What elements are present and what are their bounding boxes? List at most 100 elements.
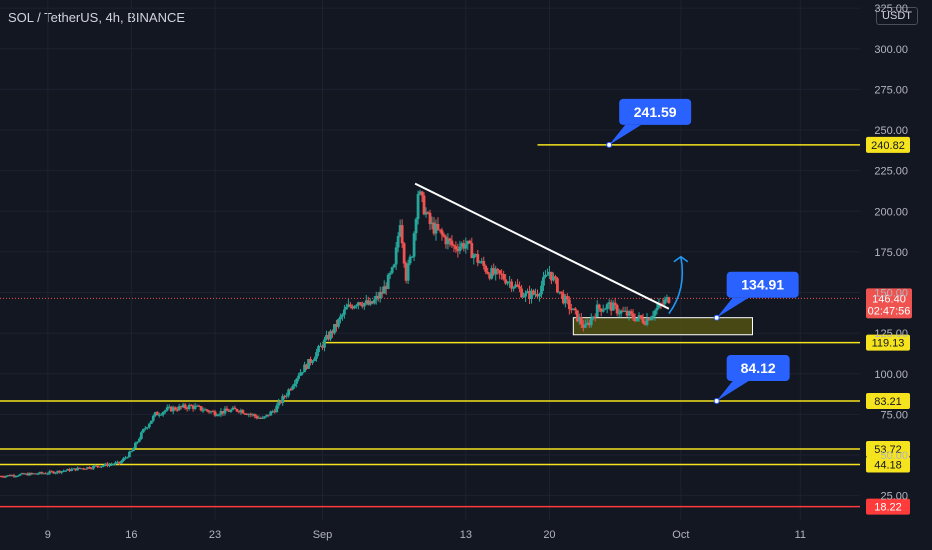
- currency-button[interactable]: USDT: [876, 7, 918, 25]
- candle-body: [470, 243, 474, 259]
- candle-body: [112, 464, 115, 466]
- candle-body: [615, 305, 619, 314]
- candle-body: [177, 406, 181, 411]
- candle-body: [498, 270, 502, 274]
- candle-body: [667, 297, 671, 303]
- candle-body: [412, 233, 416, 257]
- candle-body: [629, 311, 633, 314]
- candle-body: [257, 417, 261, 419]
- candle-body: [10, 475, 14, 477]
- price-tick-label: 100.00: [874, 369, 908, 381]
- time-tick-label: 20: [543, 529, 555, 541]
- candle-body: [595, 304, 599, 317]
- candle-body: [548, 271, 551, 275]
- candle-body: [120, 461, 123, 464]
- candle-body: [259, 417, 263, 419]
- candle-body: [406, 263, 410, 281]
- candle-body: [386, 274, 390, 289]
- candle-body: [398, 225, 402, 237]
- candle-body: [356, 302, 360, 306]
- candle-body: [392, 264, 396, 268]
- candle-body: [207, 410, 211, 413]
- candle-body: [593, 316, 597, 318]
- candle-body: [173, 407, 177, 410]
- candle-body: [189, 405, 193, 407]
- candle-body: [478, 262, 482, 264]
- candle-body: [223, 408, 227, 414]
- candle-body: [167, 406, 171, 408]
- candle-body: [171, 407, 175, 412]
- arrow-head-icon: [673, 255, 689, 263]
- candle-body: [557, 291, 561, 293]
- candle-body: [520, 288, 523, 298]
- candle-body: [229, 409, 233, 412]
- callout-label: 134.91: [741, 277, 784, 293]
- candle-body: [116, 461, 119, 463]
- chart-grid: [0, 0, 860, 520]
- candle-body: [211, 411, 215, 413]
- price-tick-label: 75.00: [880, 409, 908, 421]
- level-label: 53.72: [874, 444, 902, 456]
- candle-body: [80, 468, 84, 470]
- candle-body: [352, 306, 356, 309]
- candle-body: [528, 291, 531, 299]
- candle-body: [430, 222, 434, 225]
- candle-body: [18, 474, 22, 476]
- candle-body: [118, 461, 121, 464]
- candle-body: [64, 470, 68, 472]
- candle-body: [661, 303, 665, 305]
- candle-body: [92, 465, 95, 469]
- candle-body: [462, 243, 466, 249]
- candle-body: [563, 296, 567, 304]
- candle-body: [432, 222, 436, 234]
- candle-body: [530, 290, 533, 299]
- candle-body: [129, 451, 133, 453]
- candle-body: [319, 345, 322, 347]
- candle-body: [36, 473, 40, 475]
- candle-body: [341, 314, 344, 317]
- candle-body: [516, 284, 519, 287]
- candle-body: [147, 423, 151, 428]
- candle-body: [518, 286, 521, 289]
- candle-body: [358, 302, 362, 305]
- candle-body: [589, 318, 593, 326]
- time-tick-label: 16: [125, 529, 137, 541]
- candle-body: [28, 473, 32, 476]
- level-label-box: [866, 393, 910, 410]
- candle-body: [526, 291, 529, 294]
- candle-body: [151, 415, 155, 421]
- candle-body: [0, 476, 4, 478]
- candle-body: [550, 271, 553, 281]
- candle-body: [273, 411, 277, 413]
- candle-body: [482, 261, 486, 266]
- candle-body: [127, 451, 131, 458]
- candle-body: [251, 414, 255, 416]
- support-zone: [572, 317, 753, 336]
- candle-body: [366, 300, 370, 305]
- candle-body: [108, 464, 111, 466]
- candle-body: [335, 324, 338, 327]
- candle-body: [54, 472, 58, 474]
- candle-body: [44, 473, 48, 475]
- candle-body: [404, 263, 408, 281]
- candle-body: [613, 302, 617, 306]
- candle-body: [645, 318, 649, 325]
- candle-body: [619, 310, 623, 314]
- candle-body: [227, 410, 231, 412]
- candle-body: [110, 464, 113, 466]
- candle-body: [579, 317, 583, 325]
- candle-body: [454, 246, 458, 250]
- candle-body: [424, 212, 428, 215]
- candle-body: [665, 297, 669, 300]
- candle-body: [647, 318, 651, 321]
- price-tick-label: 225.00: [874, 166, 908, 178]
- candle-body: [124, 457, 127, 459]
- candle-body: [8, 475, 12, 477]
- candle-body: [627, 311, 631, 316]
- candle-body: [4, 475, 8, 477]
- candle-body: [486, 271, 490, 274]
- candle-body: [247, 414, 251, 416]
- candle-body: [193, 405, 197, 409]
- candle-body: [221, 410, 225, 414]
